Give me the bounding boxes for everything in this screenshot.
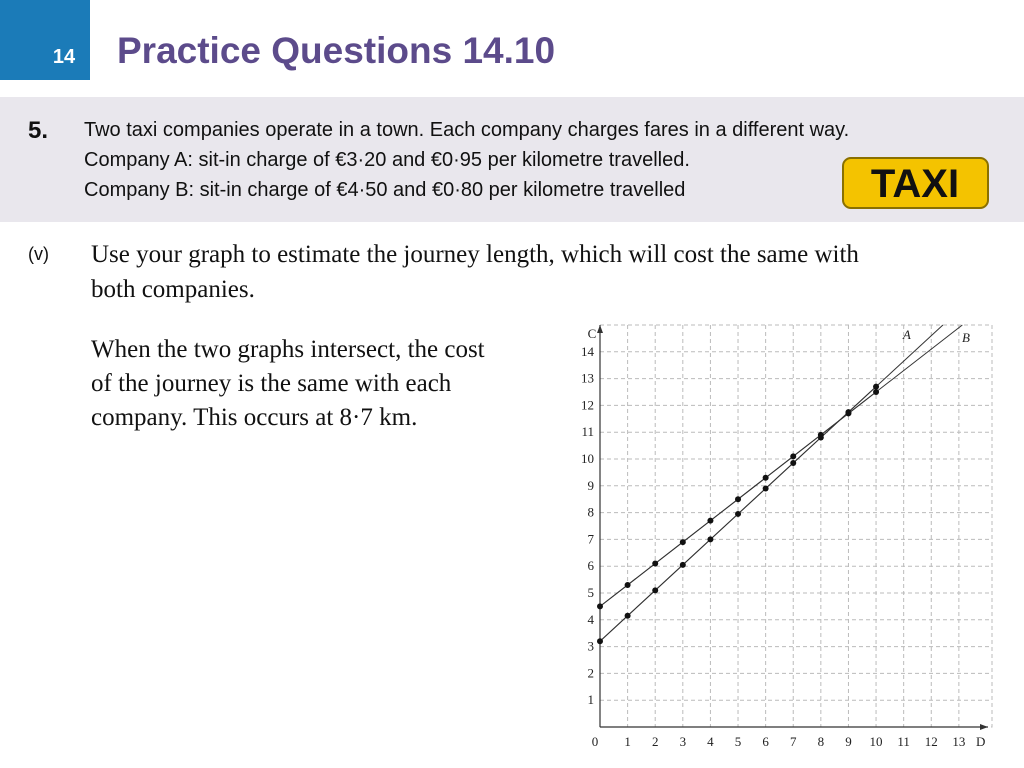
y-tick-label: 8	[588, 505, 595, 520]
x-tick-label: 4	[707, 734, 714, 749]
x-tick-label: 2	[652, 734, 659, 749]
answer-line: of the journey is the same with each	[91, 370, 452, 397]
x-tick-label: 7	[790, 734, 797, 749]
point	[624, 581, 631, 588]
y-tick-label: 7	[588, 531, 595, 546]
point	[624, 612, 631, 619]
y-tick-label: 11	[581, 424, 594, 439]
header-badge	[0, 0, 90, 80]
x-tick-label: 13	[952, 734, 965, 749]
part-line: both companies.	[91, 276, 255, 303]
x-tick-label: 6	[762, 734, 769, 749]
series-label: A	[902, 327, 911, 342]
x-tick-label: 12	[925, 734, 938, 749]
y-tick-label: 9	[588, 478, 595, 493]
point	[845, 410, 852, 417]
point	[679, 539, 686, 546]
x-tick-label: 10	[870, 734, 883, 749]
y-tick-label: 13	[581, 371, 594, 386]
x-tick-label: 8	[818, 734, 825, 749]
point	[790, 460, 797, 467]
y-tick-label: 3	[588, 639, 595, 654]
question-line: Company B: sit-in charge of €4·50 and €0…	[84, 179, 685, 201]
point	[679, 561, 686, 568]
point	[735, 496, 742, 503]
y-tick-label: 12	[581, 397, 594, 412]
series-label: B	[962, 330, 970, 345]
y-axis-arrow	[597, 325, 603, 333]
chart: 0 1 2 3 4 5 6 7 8 9 10 11 12 131234567891011121314CDA…	[581, 324, 993, 749]
point	[817, 431, 824, 438]
point	[873, 389, 880, 395]
y-tick-label: 10	[581, 451, 594, 466]
point	[597, 638, 603, 645]
point	[735, 510, 742, 517]
answer-line: company. This occurs at 8·7 km.	[91, 404, 417, 431]
header-title: Practice Questions 14.10	[117, 30, 555, 71]
y-tick-label: 14	[581, 344, 595, 359]
taxi-logo-text: TAXI	[871, 162, 959, 206]
x-tick-label: 5	[735, 734, 742, 749]
x-tick-label: 9	[845, 734, 852, 749]
point	[652, 587, 659, 594]
x-axis-label: D	[976, 734, 985, 749]
point	[790, 453, 797, 460]
x-tick-label: 0	[592, 734, 599, 749]
part-line: Use your graph to estimate the journey l…	[91, 241, 859, 268]
point	[873, 383, 880, 390]
question-line: Company A: sit-in charge of €3·20 and €0…	[84, 149, 690, 171]
question-line: Two taxi companies operate in a town. Ea…	[84, 119, 849, 141]
y-tick-label: 2	[588, 665, 595, 680]
question-number: 5.	[28, 117, 48, 144]
x-axis-arrow	[980, 724, 988, 730]
plot-border	[599, 324, 993, 728]
y-tick-label: 4	[588, 612, 595, 627]
point	[762, 474, 769, 481]
y-tick-label: 1	[588, 692, 595, 707]
point	[597, 603, 603, 610]
point	[652, 560, 659, 567]
x-tick-label: 11	[897, 734, 910, 749]
taxi-logo	[842, 157, 989, 209]
part-label: (v)	[28, 244, 49, 264]
y-tick-label: 6	[588, 558, 595, 573]
y-axis-label: C	[588, 326, 597, 341]
x-tick-label: 3	[680, 734, 687, 749]
y-tick-label: 5	[588, 585, 595, 600]
point	[762, 485, 769, 492]
point	[707, 536, 714, 543]
point	[707, 517, 714, 524]
answer-line: When the two graphs intersect, the cost	[91, 336, 485, 363]
header-number: 14	[53, 46, 76, 68]
x-tick-label: 1	[624, 734, 631, 749]
